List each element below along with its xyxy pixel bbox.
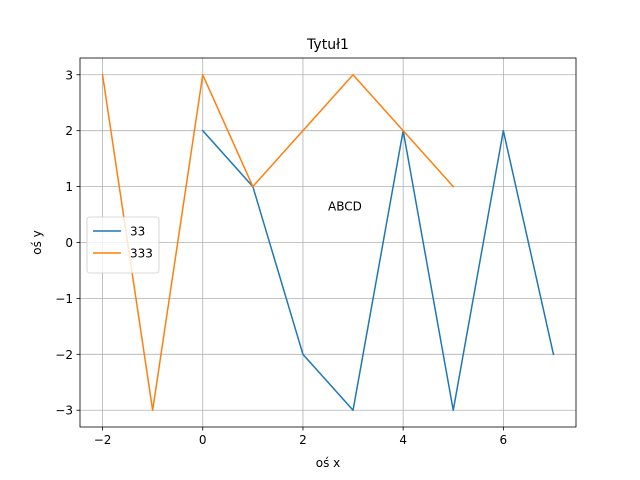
series-line-333 <box>101 73 455 411</box>
y-tick-label: −3 <box>55 404 73 418</box>
legend-label: 333 <box>130 247 153 261</box>
y-tick-label: 3 <box>65 68 73 82</box>
x-tick-label: 2 <box>299 433 307 447</box>
y-tick-label: 1 <box>65 180 73 194</box>
x-tick-label: −2 <box>94 433 112 447</box>
x-tick-label: 6 <box>500 433 508 447</box>
y-tick-label: −1 <box>55 292 73 306</box>
y-tick-label: −2 <box>55 348 73 362</box>
legend-box <box>86 216 160 274</box>
x-tick-label: 0 <box>199 433 207 447</box>
annotations: ABCD <box>328 200 362 214</box>
chart-title: Tytuł1 <box>306 37 349 53</box>
x-axis-label: oś x <box>316 456 341 470</box>
y-tick-label: 2 <box>65 124 73 138</box>
axis-ticks: −2 0 2 4 6 −3 −2 −1 0 1 2 3 <box>55 68 507 447</box>
x-tick-label: 4 <box>399 433 407 447</box>
series-line-33 <box>201 129 555 411</box>
legend-label: 33 <box>130 225 145 239</box>
annotation-text: ABCD <box>328 200 362 214</box>
y-tick-label: 0 <box>65 236 73 250</box>
plot-lines <box>101 73 555 411</box>
y-axis-label: oś y <box>30 230 44 255</box>
